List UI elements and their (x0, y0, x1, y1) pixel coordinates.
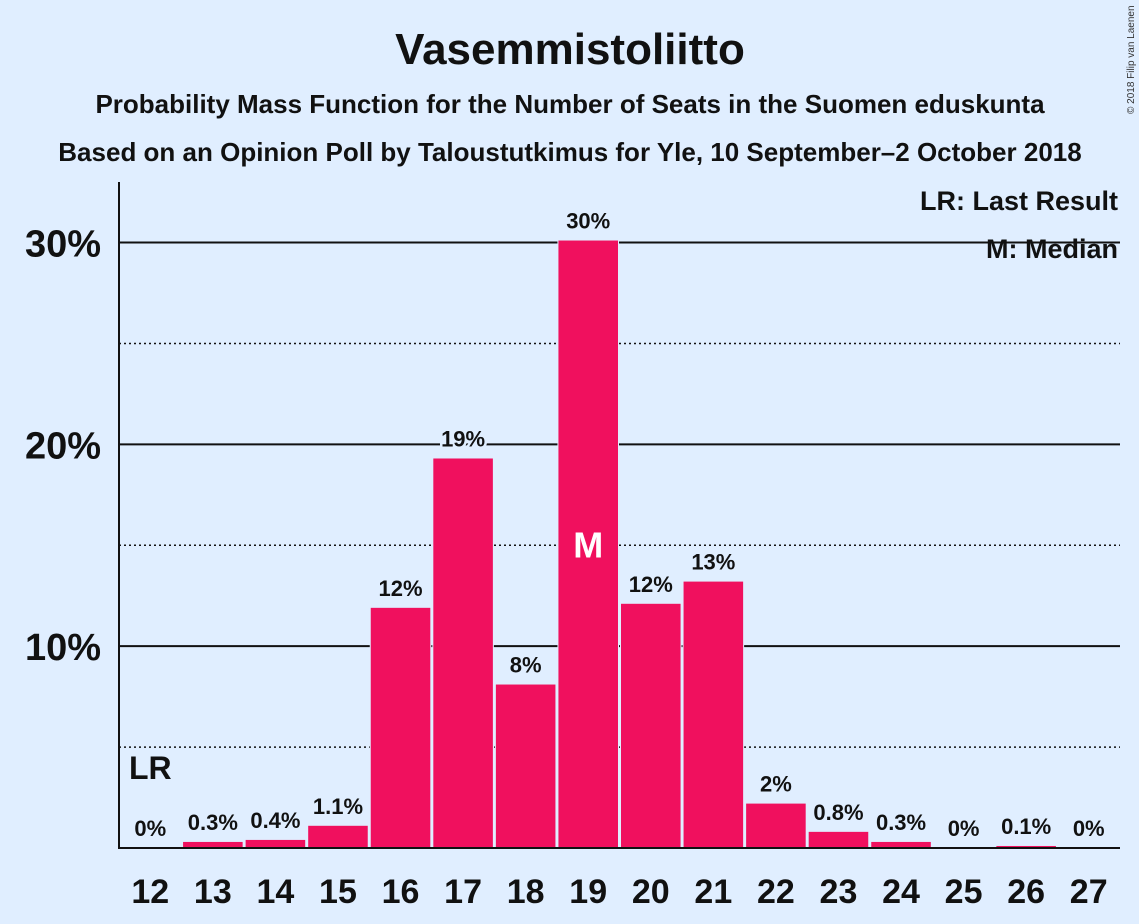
value-label-23: 0.8% (813, 800, 863, 825)
bar-18 (495, 684, 556, 848)
value-label-20: 12% (629, 572, 673, 597)
value-label-14: 0.4% (250, 808, 300, 833)
bar-20 (621, 603, 681, 848)
y-tick-label: 10% (25, 627, 101, 669)
value-label-21: 13% (691, 550, 735, 575)
value-label-16: 12% (379, 576, 423, 601)
x-tick-label: 14 (256, 873, 294, 911)
value-label-22: 2% (760, 772, 792, 797)
x-tick-label: 18 (507, 873, 545, 911)
x-tick-label: 13 (194, 873, 232, 911)
median-marker: M (573, 524, 603, 565)
bar-16 (370, 607, 431, 848)
bar-19 (558, 240, 618, 848)
x-tick-label: 19 (569, 873, 607, 911)
value-label-17: 19% (441, 426, 485, 451)
bar-21 (683, 581, 744, 848)
y-tick-label: 20% (25, 425, 101, 467)
last-result-marker: LR (129, 750, 172, 786)
x-tick-label: 25 (945, 873, 983, 911)
value-label-25: 0% (948, 816, 980, 841)
gridlines (119, 241, 1120, 748)
markers: LR M (129, 524, 603, 786)
value-label-18: 8% (510, 653, 542, 678)
bar-15 (308, 825, 368, 848)
x-tick-label: 16 (382, 873, 420, 911)
chart-subtitle-2: Based on an Opinion Poll by Taloustutkim… (58, 137, 1081, 167)
x-axis-tick-labels: 12 13 14 15 16 17 18 19 20 21 22 23 24 25 26 27 (131, 873, 1107, 911)
y-tick-label: 30% (25, 224, 101, 266)
bar-26 (996, 845, 1056, 848)
x-tick-label: 20 (632, 873, 670, 911)
x-tick-label: 15 (319, 873, 357, 911)
bar-24 (871, 841, 931, 848)
x-tick-label: 23 (820, 873, 858, 911)
x-tick-label: 26 (1007, 873, 1045, 911)
x-tick-label: 21 (694, 873, 732, 911)
legend-median: M: Median (986, 234, 1118, 264)
copyright-notice: © 2018 Filip van Laenen (1126, 5, 1137, 114)
bar-background (995, 842, 1057, 848)
value-label-15: 1.1% (313, 794, 363, 819)
value-label-13: 0.3% (188, 810, 238, 835)
bar-23 (808, 831, 869, 848)
bar-value-labels: 0% 0.3% 0.4% 1.1% 12% 19% 8% 30% 12% 13% 2% 0.8% 0.3… (132, 206, 1107, 843)
y-axis-tick-labels: 10% 20% 30% (25, 224, 101, 670)
chart-title: Vasemmistoliitto (395, 25, 745, 74)
x-tick-label: 12 (131, 873, 169, 911)
bar-14 (245, 839, 306, 848)
x-tick-label: 22 (757, 873, 795, 911)
value-label-27: 0% (1073, 816, 1105, 841)
bar-13 (183, 841, 243, 848)
value-label-12: 0% (134, 816, 166, 841)
legend-last-result: LR: Last Result (920, 186, 1118, 216)
value-label-19: 30% (566, 209, 610, 234)
value-label-24: 0.3% (876, 810, 926, 835)
x-tick-label: 24 (882, 873, 920, 911)
x-tick-label: 17 (444, 873, 482, 911)
bar-17 (433, 458, 493, 848)
bars (182, 237, 1057, 848)
value-label-26: 0.1% (1001, 814, 1051, 839)
bar-22 (746, 803, 806, 848)
chart-subtitle: Probability Mass Function for the Number… (95, 89, 1045, 119)
x-tick-label: 27 (1070, 873, 1108, 911)
